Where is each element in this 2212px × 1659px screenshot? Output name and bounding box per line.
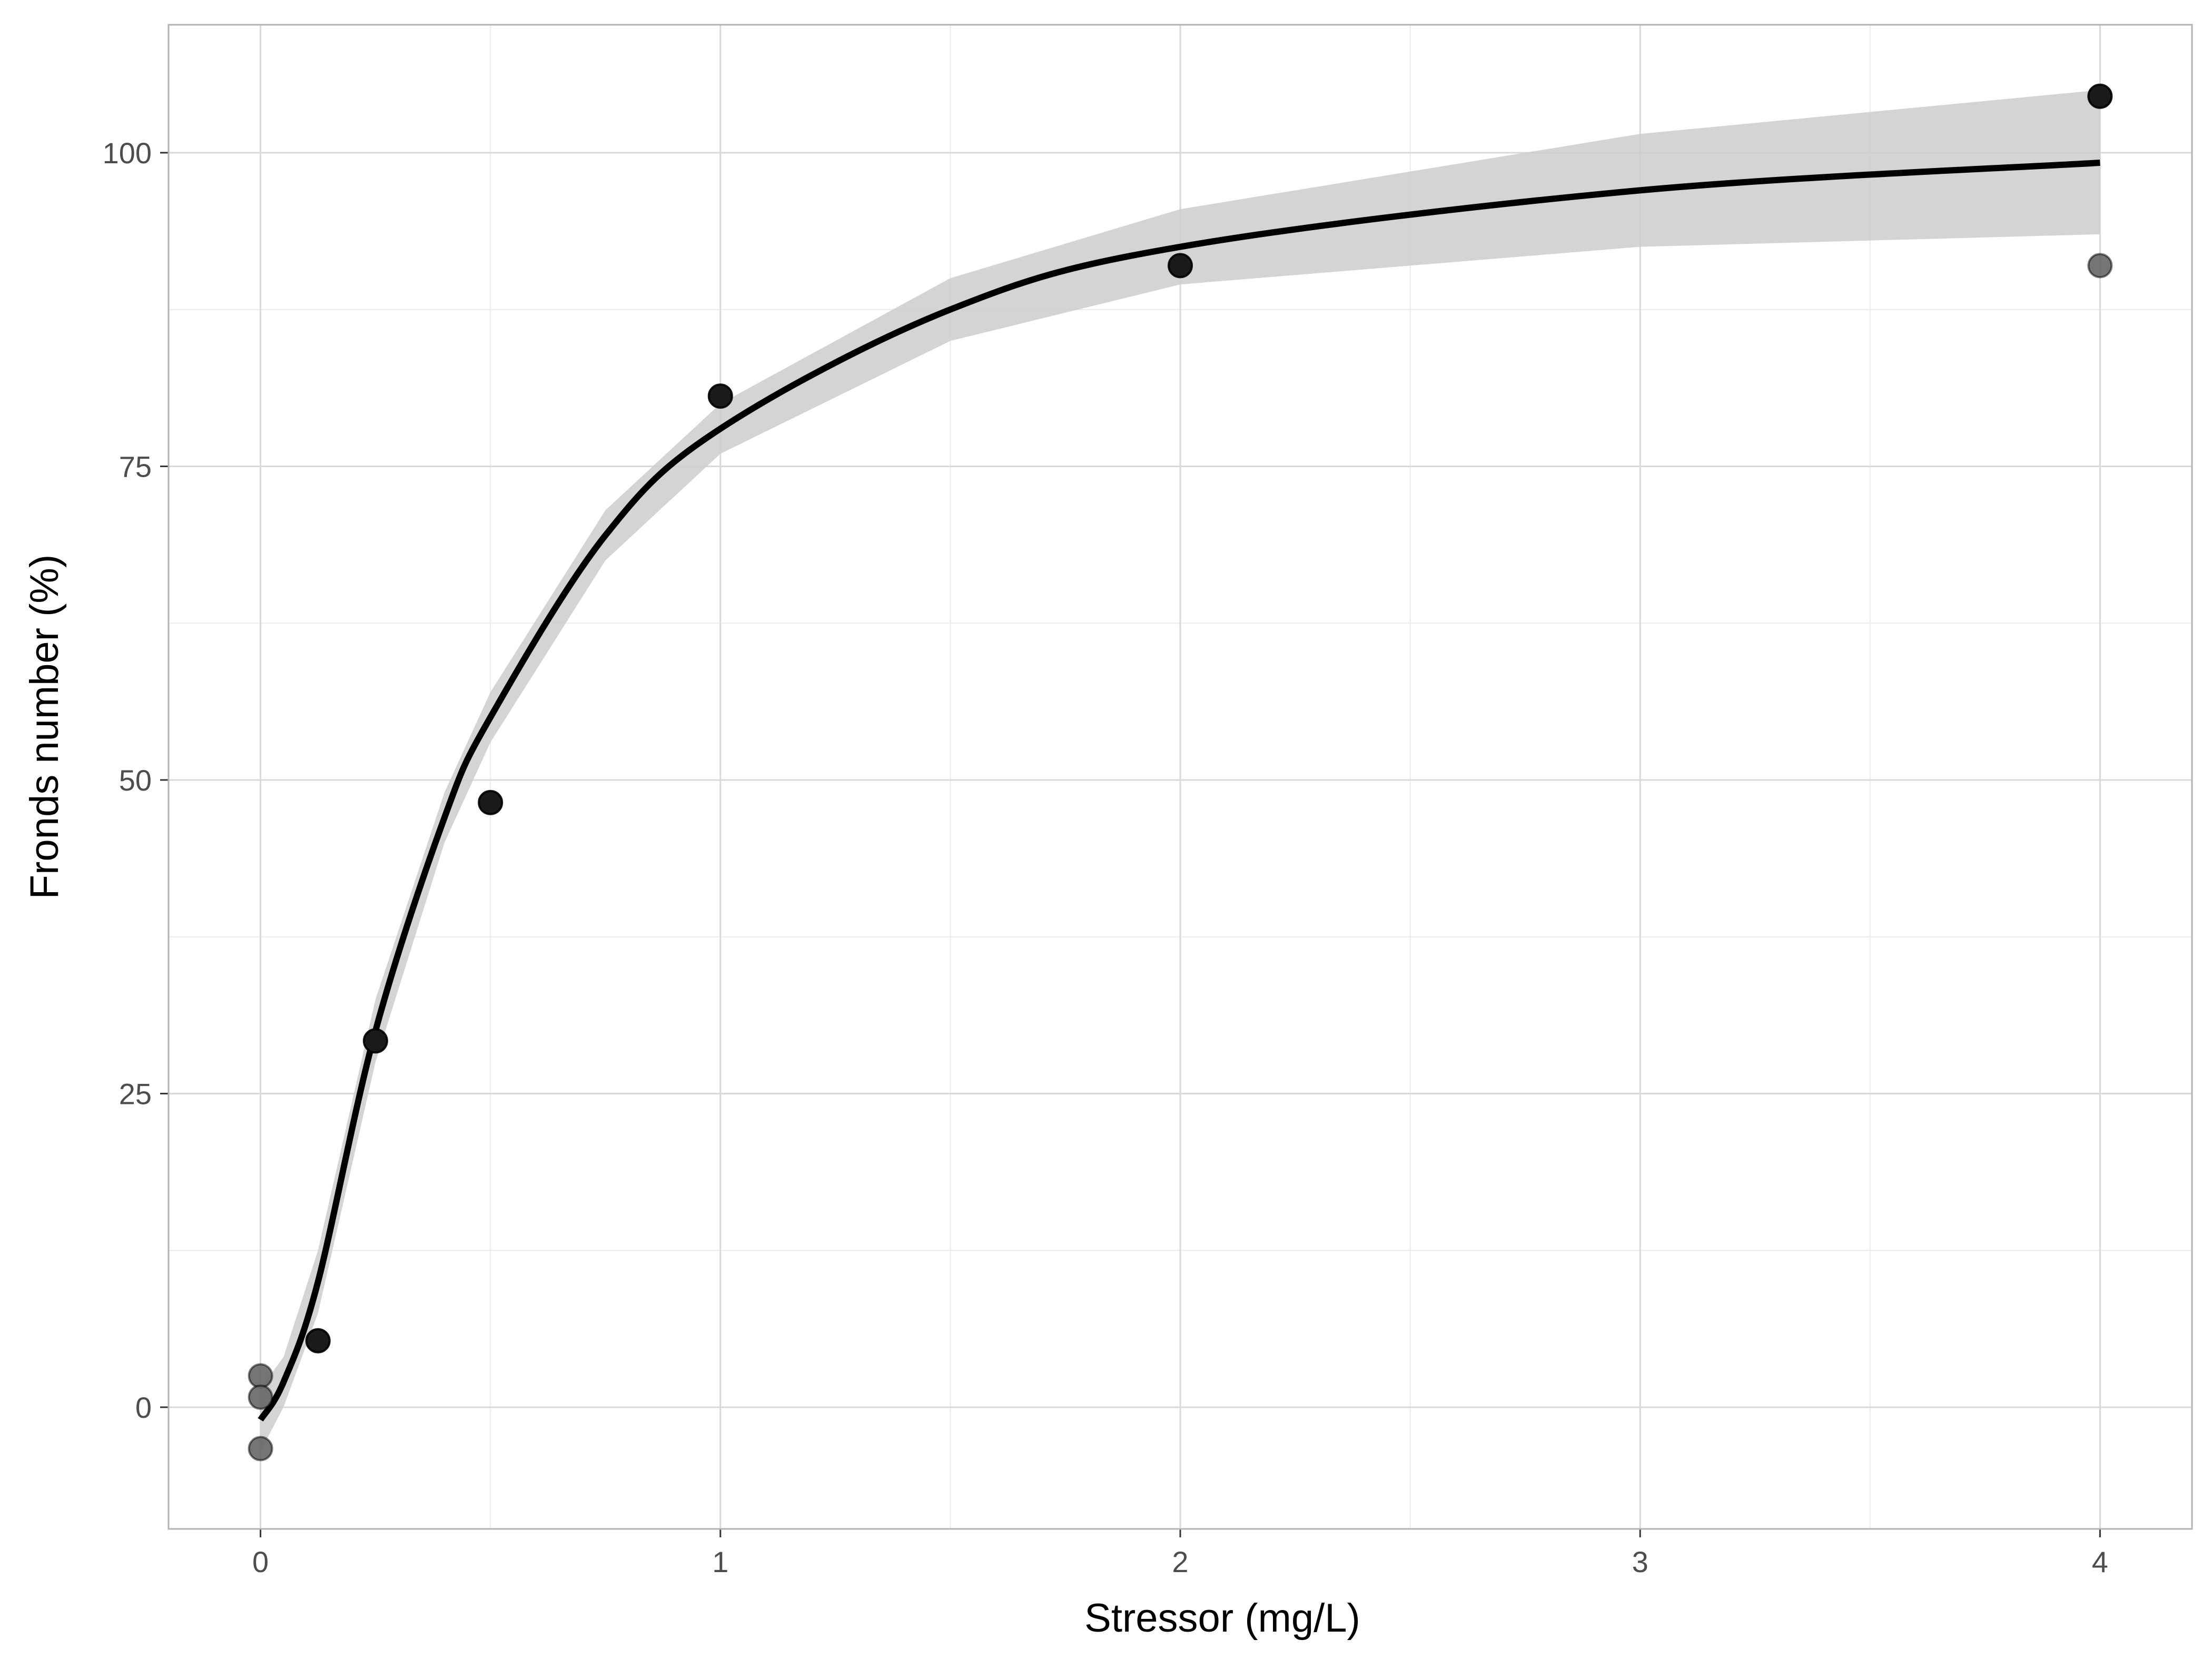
x-axis-title: Stressor (mg/L) [1084,1596,1360,1641]
x-tick-label: 1 [712,1545,728,1578]
data-point [707,383,733,409]
data-point [1168,253,1193,279]
tick-marks [160,152,2101,1537]
data-points-layer [248,83,2113,1461]
y-tick-label: 100 [103,136,152,170]
data-point [478,789,503,815]
fitted-curve [258,160,2100,1422]
y-tick-label: 25 [119,1077,152,1110]
data-point [248,1384,273,1410]
y-tick-label: 75 [119,450,152,483]
data-point [305,1328,331,1354]
data-point [2087,83,2113,109]
y-axis-title: Fronds number (%) [22,555,67,900]
data-point [248,1363,273,1389]
x-tick-label: 2 [1172,1545,1188,1578]
fitted-curve-layer [258,160,2100,1422]
x-tick-label: 4 [2092,1545,2108,1578]
data-point [362,1028,388,1054]
x-tick-label: 0 [252,1545,269,1578]
data-point [2087,253,2113,279]
tick-labels: 0 1 2 3 4 0 25 50 75 100 [103,136,2108,1578]
x-tick-label: 3 [1632,1545,1648,1578]
data-point [248,1436,273,1461]
y-tick-label: 0 [135,1391,152,1424]
panel-border [167,24,2193,1530]
y-tick-label: 50 [119,764,152,797]
